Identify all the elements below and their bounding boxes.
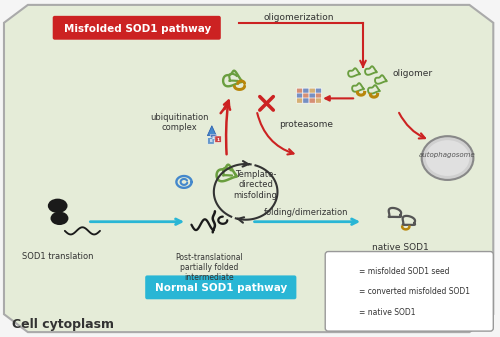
Text: = converted misfolded SOD1: = converted misfolded SOD1 [359, 287, 470, 296]
Text: = native SOD1: = native SOD1 [359, 308, 416, 317]
Text: Normal SOD1 pathway: Normal SOD1 pathway [154, 283, 287, 293]
Text: ubiquitination
complex: ubiquitination complex [150, 113, 208, 132]
Text: oligomerization: oligomerization [263, 13, 334, 22]
FancyBboxPatch shape [303, 88, 309, 93]
Text: 2: 2 [212, 136, 215, 140]
Ellipse shape [50, 212, 68, 225]
Ellipse shape [422, 136, 474, 180]
FancyBboxPatch shape [215, 136, 222, 142]
Text: 1: 1 [216, 137, 220, 142]
FancyBboxPatch shape [316, 93, 322, 98]
FancyBboxPatch shape [210, 134, 217, 141]
Text: Misfolded SOD1 pathway: Misfolded SOD1 pathway [64, 24, 211, 34]
FancyBboxPatch shape [52, 16, 221, 40]
FancyBboxPatch shape [309, 98, 316, 103]
FancyBboxPatch shape [296, 88, 303, 93]
FancyBboxPatch shape [303, 98, 309, 103]
Text: oligomer: oligomer [393, 69, 433, 78]
FancyBboxPatch shape [208, 138, 214, 144]
FancyBboxPatch shape [296, 93, 303, 98]
Polygon shape [208, 126, 216, 135]
FancyBboxPatch shape [325, 251, 494, 331]
Text: Cell cytoplasm: Cell cytoplasm [12, 318, 114, 331]
FancyBboxPatch shape [309, 93, 316, 98]
FancyBboxPatch shape [303, 93, 309, 98]
FancyBboxPatch shape [309, 88, 316, 93]
Text: = misfolded SOD1 seed: = misfolded SOD1 seed [359, 267, 450, 276]
Text: SOD1 translation: SOD1 translation [22, 251, 94, 261]
Polygon shape [4, 5, 494, 332]
Text: Template-
directed
misfolding: Template- directed misfolding [234, 170, 278, 200]
FancyBboxPatch shape [145, 275, 296, 299]
FancyBboxPatch shape [316, 88, 322, 93]
Ellipse shape [48, 198, 68, 213]
Text: folding/dimerization: folding/dimerization [264, 208, 348, 217]
Ellipse shape [426, 140, 470, 176]
Text: native SOD1: native SOD1 [372, 243, 429, 252]
Text: Post-translational
partially folded
intermediate: Post-translational partially folded inte… [175, 252, 242, 282]
Text: autophagosome: autophagosome [419, 152, 476, 158]
FancyBboxPatch shape [296, 98, 303, 103]
Text: proteasome: proteasome [280, 120, 334, 129]
FancyBboxPatch shape [316, 98, 322, 103]
Text: E: E [210, 140, 212, 144]
